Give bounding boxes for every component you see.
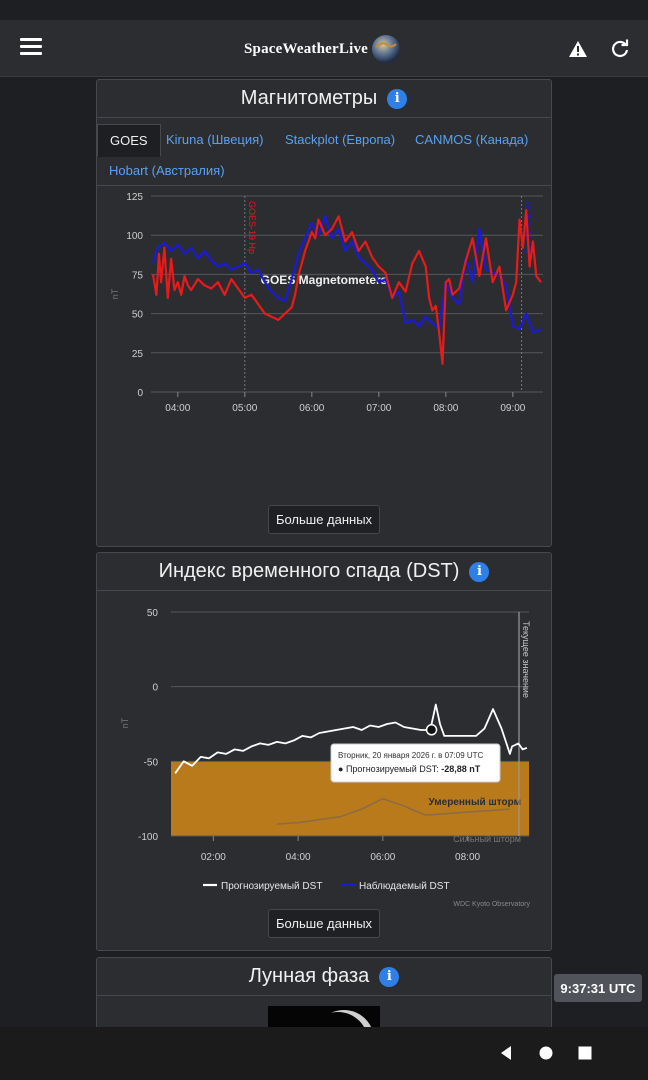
- status-bar: [0, 0, 648, 20]
- tooltip: Вторник, 20 января 2026 г. в 07:09 UTC ● …: [330, 743, 501, 783]
- tooltip-date: Вторник, 20 января 2026 г. в 07:09 UTC: [338, 751, 484, 760]
- series-line-goes19: [151, 209, 542, 365]
- dst-more-button[interactable]: Больше данных: [268, 909, 380, 938]
- series-line-predicted: [174, 703, 528, 774]
- tooltip-label: Прогнозируемый DST:: [346, 764, 441, 774]
- magnetometer-tabs: GOES Kiruna (Швеция) Stackplot (Европа) …: [97, 118, 551, 186]
- x-tick-label: 06:00: [370, 852, 395, 863]
- utc-clock: 9:37:31 UTC: [554, 974, 642, 1002]
- globe-icon: [372, 35, 401, 63]
- x-tick-label: 02:00: [201, 852, 226, 863]
- annotation-strong-storm: Сильный шторм: [453, 834, 521, 844]
- x-tick-label: 04:00: [165, 403, 190, 414]
- refresh-icon[interactable]: [610, 39, 630, 59]
- chart-credit: WDC Kyoto Observatory: [453, 901, 530, 908]
- tab-hobart[interactable]: Hobart (Австралия): [109, 163, 225, 178]
- legend-observed[interactable]: Наблюдаемый DST: [359, 880, 450, 892]
- y-tick-label: -100: [138, 832, 158, 843]
- annotation-moderate-storm: Умеренный шторм: [429, 797, 521, 808]
- legend-predicted[interactable]: Прогнозируемый DST: [221, 881, 322, 892]
- series-line-goes18: [151, 215, 542, 334]
- moon-phase-card: Лунная фаза i: [96, 957, 552, 1038]
- logo-text: SpaceWeatherLive: [244, 40, 369, 57]
- dst-header: Индекс временного спада (DST) i: [97, 553, 551, 591]
- hamburger-icon[interactable]: [20, 38, 42, 58]
- y-tick-label: 0: [152, 683, 158, 694]
- tooltip-box: [330, 743, 501, 783]
- tab-stackplot[interactable]: Stackplot (Европа): [285, 132, 396, 147]
- site-logo[interactable]: SpaceWeatherLive: [244, 32, 402, 66]
- warning-icon[interactable]: [568, 39, 588, 59]
- magnetometers-header: Магнитометры i: [97, 80, 551, 118]
- magnetometers-card: Магнитометры i GOES Kiruna (Швеция) Stac…: [96, 79, 552, 547]
- x-tick-label: 08:00: [433, 403, 458, 414]
- tooltip-value-line: ● Прогнозируемый DST: -28,88 nT: [338, 764, 481, 774]
- y-tick-label: 75: [132, 270, 144, 281]
- y-tick-label: 125: [126, 192, 143, 203]
- x-tick-label: 07:00: [366, 403, 391, 414]
- y-tick-label: 50: [147, 608, 159, 619]
- android-nav-bar: [0, 1027, 648, 1080]
- annotation-goes18: GOES-18 Hp: [524, 201, 534, 254]
- x-tick-label: 05:00: [232, 403, 257, 414]
- y-tick-label: -50: [144, 757, 159, 768]
- y-axis-label: nT: [110, 288, 120, 299]
- info-icon[interactable]: i: [469, 561, 490, 582]
- y-tick-label: 50: [132, 310, 144, 321]
- y-tick-label: 25: [132, 349, 144, 360]
- moon-phase-header: Лунная фаза i: [97, 958, 551, 996]
- recents-icon[interactable]: [577, 1045, 593, 1061]
- x-tick-label: 09:00: [500, 403, 525, 414]
- x-tick-label: 06:00: [299, 403, 324, 414]
- info-icon[interactable]: i: [387, 88, 408, 109]
- tab-goes[interactable]: GOES: [97, 124, 161, 157]
- top-app-bar: SpaceWeatherLive: [0, 20, 648, 77]
- annotation-current-value: Текущее значение: [521, 621, 531, 698]
- series-line-observed: [276, 797, 510, 825]
- y-tick-label: 100: [126, 231, 143, 242]
- magnetometers-title: Магнитометры: [240, 87, 378, 109]
- moon-phase-title: Лунная фаза: [248, 965, 370, 987]
- goes-magnetometer-chart: GOES Magnetometers 125 100 75 50 25 0 nT 04:00 05…: [110, 192, 543, 414]
- y-axis-label: nT: [120, 717, 130, 728]
- annotation-goes19: GOES-19 Hp: [247, 201, 257, 254]
- home-icon[interactable]: [538, 1045, 554, 1061]
- x-tick-label: 04:00: [286, 852, 311, 863]
- dst-card: Индекс временного спада (DST) i 50 0 -50 -1…: [96, 552, 552, 951]
- magnetometers-more-button[interactable]: Больше данных: [268, 505, 380, 534]
- y-tick-label: 0: [137, 388, 143, 399]
- tooltip-bullet: ●: [338, 764, 346, 774]
- hover-point[interactable]: [425, 724, 438, 736]
- tooltip-value: -28,88 nT: [441, 764, 481, 774]
- info-icon[interactable]: i: [379, 966, 400, 987]
- dst-title: Индекс временного спада (DST): [158, 560, 460, 582]
- dst-chart: 50 0 -50 -100 nT 02:00 04:00 06:00 08:00 Умеренны…: [120, 608, 531, 908]
- x-tick-label: 08:00: [455, 852, 480, 863]
- tab-canmos[interactable]: CANMOS (Канада): [415, 132, 529, 147]
- tab-kiruna[interactable]: Kiruna (Швеция): [166, 132, 264, 147]
- chart-title: GOES Magnetometers: [261, 273, 388, 287]
- back-icon[interactable]: [498, 1045, 514, 1061]
